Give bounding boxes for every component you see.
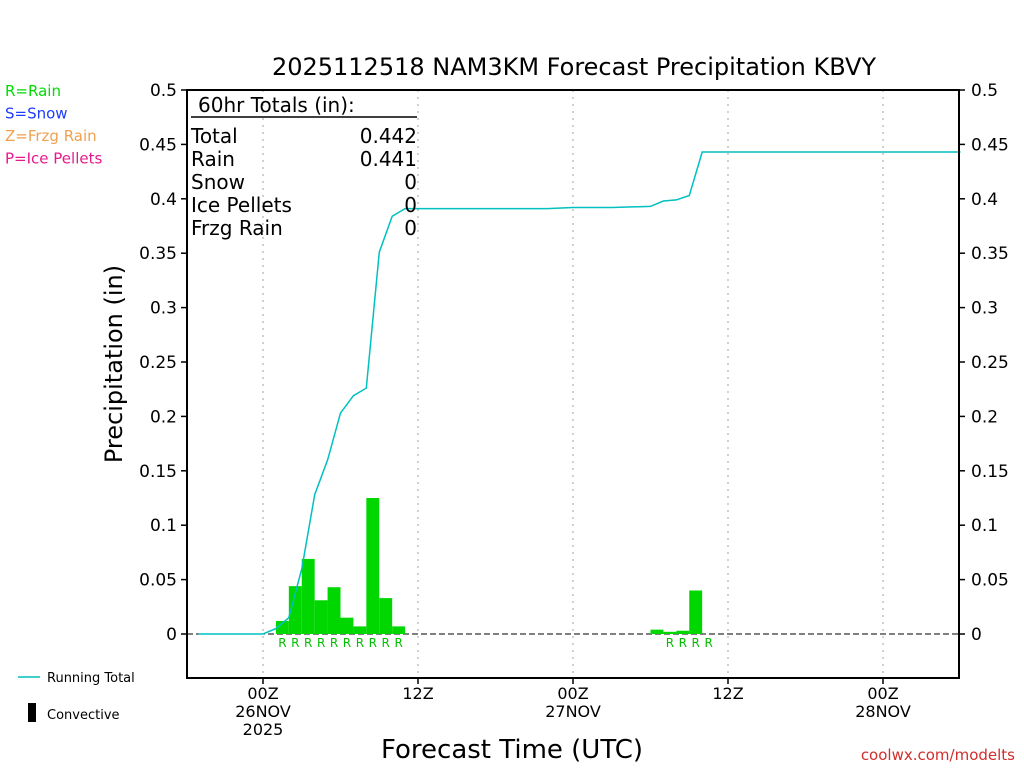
precip-bar — [314, 600, 328, 634]
precip-bar — [650, 629, 664, 634]
y-tick-label-right: 0.25 — [971, 353, 1009, 373]
y-tick-label-left: 0.5 — [150, 81, 177, 101]
totals-row-label: Snow — [191, 170, 245, 194]
y-tick-label-right: 0.35 — [971, 244, 1009, 264]
series-legend: Running Total Convective — [18, 671, 135, 723]
y-tick-label-right: 0.4 — [971, 190, 998, 210]
y-tick-label-right: 0.2 — [971, 407, 998, 427]
y-tick-label-left: 0.1 — [150, 516, 177, 536]
y-tick-label-left: 0.35 — [139, 244, 177, 264]
precip-bar — [288, 586, 302, 634]
totals-title: 60hr Totals (in): — [198, 93, 355, 117]
precip-type-marker: R — [291, 636, 299, 650]
y-tick-label-left: 0 — [166, 625, 177, 645]
x-tick-label: 2025 — [243, 720, 284, 739]
precip-type-marker: R — [704, 636, 712, 650]
y-axis-left: 0.5 0.45 0.4 0.35 0.3 0.25 0.2 0.15 0.1 0.05 0 — [139, 81, 187, 645]
x-tick-label: 12Z — [712, 684, 743, 703]
precip-type-marker: R — [369, 636, 377, 650]
precip-type-legend-item: S=Snow — [5, 105, 68, 123]
totals-box: 60hr Totals (in): Total 0.442 Rain 0.441 Sno… — [190, 93, 417, 240]
y-axis-right: 0.5 0.45 0.4 0.35 0.3 0.25 0.2 0.15 0.1 0.05 0 — [959, 81, 1009, 645]
precip-bar — [353, 626, 367, 634]
running-total-line — [198, 151, 961, 635]
precip-type-legend-item: P=Ice Pellets — [5, 150, 102, 168]
x-tick-label: 12Z — [402, 684, 433, 703]
precip-type-marker: R — [679, 636, 687, 650]
totals-row-value: 0.441 — [360, 147, 417, 171]
precip-type-marker: R — [317, 636, 325, 650]
x-tick-label: 00Z — [557, 684, 588, 703]
y-tick-label-right: 0.1 — [971, 516, 998, 536]
precip-type-legend-item: R=Rain — [5, 82, 61, 100]
totals-row-label: Frzg Rain — [191, 216, 283, 240]
precip-type-marker: R — [666, 636, 674, 650]
y-tick-label-right: 0.3 — [971, 299, 998, 319]
precip-bar — [340, 617, 354, 634]
totals-row-value: 0 — [404, 216, 417, 240]
x-tick-label: 26NOV — [235, 702, 291, 721]
y-tick-label-left: 0.3 — [150, 299, 177, 319]
precip-type-legend: R=Rain S=Snow Z=Frzg Rain P=Ice Pellets — [5, 82, 102, 168]
precip-type-marker: R — [343, 636, 351, 650]
grid-lines — [262, 90, 884, 678]
precip-bar — [366, 498, 380, 634]
precip-type-marker: R — [330, 636, 338, 650]
precip-bar — [663, 631, 677, 634]
precip-bars — [275, 498, 703, 634]
precip-bar — [676, 630, 690, 634]
y-tick-label-right: 0.5 — [971, 81, 998, 101]
y-tick-label-right: 0.15 — [971, 462, 1009, 482]
y-tick-label-left: 0.45 — [139, 135, 177, 155]
precip-bar — [379, 598, 393, 634]
precip-bar — [689, 590, 703, 634]
totals-row-value: 0 — [404, 170, 417, 194]
x-tick-label: 27NOV — [545, 702, 601, 721]
precip-type-marker: R — [382, 636, 390, 650]
precip-type-marker: R — [394, 636, 402, 650]
y-tick-label-right: 0.45 — [971, 135, 1009, 155]
y-tick-label-left: 0.05 — [139, 571, 177, 591]
y-axis-label: Precipitation (in) — [100, 265, 128, 463]
precip-type-legend-item: Z=Frzg Rain — [5, 127, 97, 145]
precip-bar — [301, 558, 315, 634]
totals-row-value: 0.442 — [360, 124, 417, 148]
y-tick-label-left: 0.15 — [139, 462, 177, 482]
running-total-legend-label: Running Total — [47, 671, 135, 686]
credit-text: coolwx.com/modelts — [861, 746, 1015, 764]
precip-type-marker: R — [278, 636, 286, 650]
totals-row-label: Total — [190, 124, 238, 148]
precip-bar — [327, 587, 341, 634]
totals-row-label: Rain — [191, 147, 235, 171]
y-tick-label-right: 0.05 — [971, 571, 1009, 591]
precip-type-marker: R — [356, 636, 364, 650]
x-tick-label: 00Z — [867, 684, 898, 703]
x-axis-label: Forecast Time (UTC) — [381, 735, 643, 765]
x-tick-label: 28NOV — [855, 702, 911, 721]
x-tick-label: 00Z — [247, 684, 278, 703]
precip-bar — [275, 620, 289, 634]
y-tick-label-left: 0.4 — [150, 190, 177, 210]
precip-bar — [392, 626, 406, 634]
y-tick-label-right: 0 — [971, 625, 982, 645]
y-tick-label-left: 0.25 — [139, 353, 177, 373]
chart-title: 2025112518 NAM3KM Forecast Precipitation… — [272, 53, 876, 81]
convective-legend-swatch — [28, 703, 36, 722]
convective-legend-label: Convective — [47, 708, 120, 723]
precip-type-marker: R — [304, 636, 312, 650]
totals-row-label: Ice Pellets — [191, 193, 292, 217]
totals-row-value: 0 — [404, 193, 417, 217]
precip-type-marker: R — [692, 636, 700, 650]
y-tick-label-left: 0.2 — [150, 407, 177, 427]
